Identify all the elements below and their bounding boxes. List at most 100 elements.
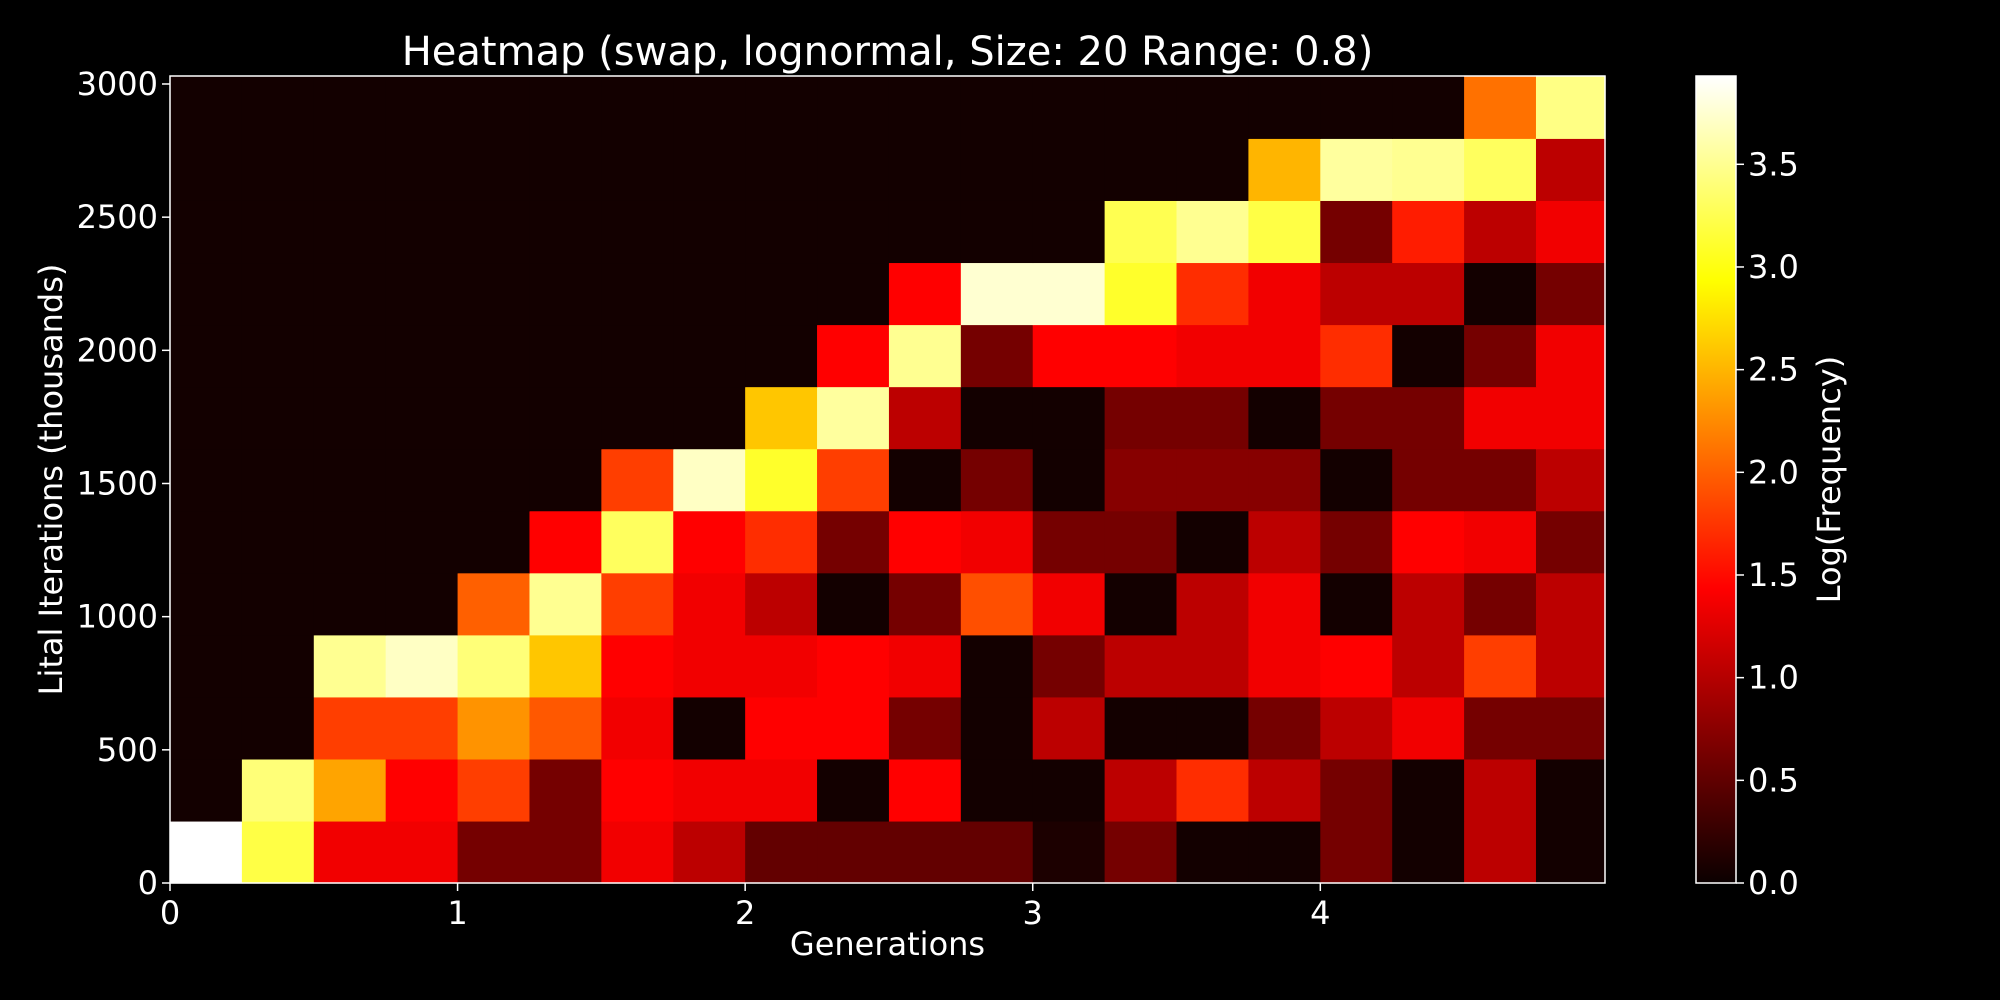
heatmap-cell xyxy=(241,820,315,884)
heatmap-cell xyxy=(745,448,818,512)
heatmap-cell xyxy=(601,510,674,574)
heatmap-cell xyxy=(241,510,315,574)
heatmap-cell xyxy=(745,324,818,388)
heatmap-cell xyxy=(888,324,962,388)
heatmap-cell xyxy=(960,572,1034,636)
heatmap-cell xyxy=(313,448,387,512)
x-tick-label: 1 xyxy=(447,894,467,932)
heatmap-cell xyxy=(529,200,602,264)
heatmap-cell xyxy=(313,634,387,698)
heatmap-cell xyxy=(745,76,818,139)
heatmap-cell xyxy=(673,634,746,698)
heatmap-cell xyxy=(170,510,243,574)
heatmap-cell xyxy=(170,696,243,760)
heatmap-cell xyxy=(745,634,818,698)
heatmap-cell xyxy=(1032,820,1106,884)
heatmap-cell xyxy=(1392,200,1465,264)
heatmap-cell xyxy=(888,138,962,201)
heatmap-cell xyxy=(313,200,387,264)
heatmap-cell xyxy=(385,758,459,822)
x-tick-label: 0 xyxy=(160,894,180,932)
heatmap-cell xyxy=(817,324,890,388)
heatmap-cell xyxy=(888,634,962,698)
heatmap-cell xyxy=(457,138,531,201)
heatmap-cell xyxy=(529,138,602,201)
heatmap-cell xyxy=(1104,448,1178,512)
heatmap-cell xyxy=(529,262,602,326)
heatmap-cell xyxy=(1176,200,1249,264)
colorbar-label: Log(Frequency) xyxy=(1810,356,1848,603)
heatmap-cell xyxy=(817,696,890,760)
heatmap-cell xyxy=(1464,820,1537,884)
heatmap-cell xyxy=(241,696,315,760)
heatmap-cell xyxy=(1392,448,1465,512)
heatmap-cell xyxy=(1392,262,1465,326)
heatmap-cell xyxy=(1176,324,1249,388)
heatmap-cell xyxy=(170,386,243,450)
heatmap-cell xyxy=(601,448,674,512)
heatmap-cell xyxy=(960,76,1034,139)
heatmap-cell xyxy=(1104,262,1178,326)
heatmap-cell xyxy=(1032,262,1106,326)
heatmap-cell xyxy=(529,820,602,884)
heatmap-cell xyxy=(241,758,315,822)
heatmap-cell xyxy=(960,386,1034,450)
colorbar-tick-label: 3.0 xyxy=(1748,248,1799,286)
heatmap-cell xyxy=(1320,386,1393,450)
heatmap-cell xyxy=(457,76,531,139)
heatmap-cell xyxy=(1392,572,1465,636)
heatmap-cell xyxy=(1104,758,1178,822)
heatmap-cell xyxy=(1104,138,1178,201)
heatmap-cell xyxy=(1248,820,1321,884)
heatmap-cell xyxy=(1176,262,1249,326)
heatmap-cell xyxy=(313,510,387,574)
heatmap-cell xyxy=(1464,448,1537,512)
heatmap-cell xyxy=(1320,758,1393,822)
heatmap-cell xyxy=(888,820,962,884)
heatmap-cell xyxy=(1464,200,1537,264)
heatmap-cell xyxy=(745,820,818,884)
x-tick-label: 4 xyxy=(1310,894,1330,932)
heatmap-cell xyxy=(1176,76,1249,139)
heatmap-cell xyxy=(960,138,1034,201)
y-axis-label: Lital Iterations (thousands) xyxy=(32,264,70,696)
heatmap-cell xyxy=(673,386,746,450)
colorbar-tick-label: 2.0 xyxy=(1748,453,1799,491)
heatmap-cell xyxy=(960,634,1034,698)
heatmap-cell xyxy=(457,386,531,450)
heatmap-cell xyxy=(1535,386,1606,450)
heatmap-cell xyxy=(888,76,962,139)
heatmap-cell xyxy=(1464,386,1537,450)
heatmap-cell xyxy=(1104,820,1178,884)
heatmap-cell xyxy=(1032,696,1106,760)
heatmap-cell xyxy=(601,138,674,201)
heatmap-cell xyxy=(385,510,459,574)
heatmap-cell xyxy=(601,572,674,636)
heatmap-cell xyxy=(601,386,674,450)
heatmap-cell xyxy=(1248,758,1321,822)
heatmap-cell xyxy=(1104,510,1178,574)
heatmap-cell xyxy=(1535,138,1606,201)
heatmap-cell xyxy=(601,324,674,388)
heatmap-cell xyxy=(673,572,746,636)
heatmap-cell xyxy=(1176,696,1249,760)
heatmap-cell xyxy=(601,758,674,822)
heatmap-cell xyxy=(385,138,459,201)
heatmap-cell xyxy=(745,572,818,636)
heatmap-cell xyxy=(313,820,387,884)
heatmap-cell xyxy=(1464,262,1537,326)
heatmap-cell xyxy=(1464,76,1537,139)
y-tick-label: 500 xyxy=(97,731,158,769)
heatmap-cell xyxy=(745,262,818,326)
colorbar-ticks: 0.0 0.5 1.0 1.5 2.0 2.5 3.0 3.5 xyxy=(1736,145,1799,902)
heatmap-cell xyxy=(673,200,746,264)
heatmap-cell xyxy=(457,758,531,822)
colorbar-tick-label: 2.5 xyxy=(1748,351,1799,389)
heatmap-cell xyxy=(457,510,531,574)
heatmap-cell xyxy=(1535,634,1606,698)
heatmap-cell xyxy=(1176,448,1249,512)
heatmap-cell xyxy=(385,76,459,139)
heatmap-cell xyxy=(817,200,890,264)
heatmap-cell xyxy=(1320,138,1393,201)
heatmap-cell xyxy=(888,386,962,450)
